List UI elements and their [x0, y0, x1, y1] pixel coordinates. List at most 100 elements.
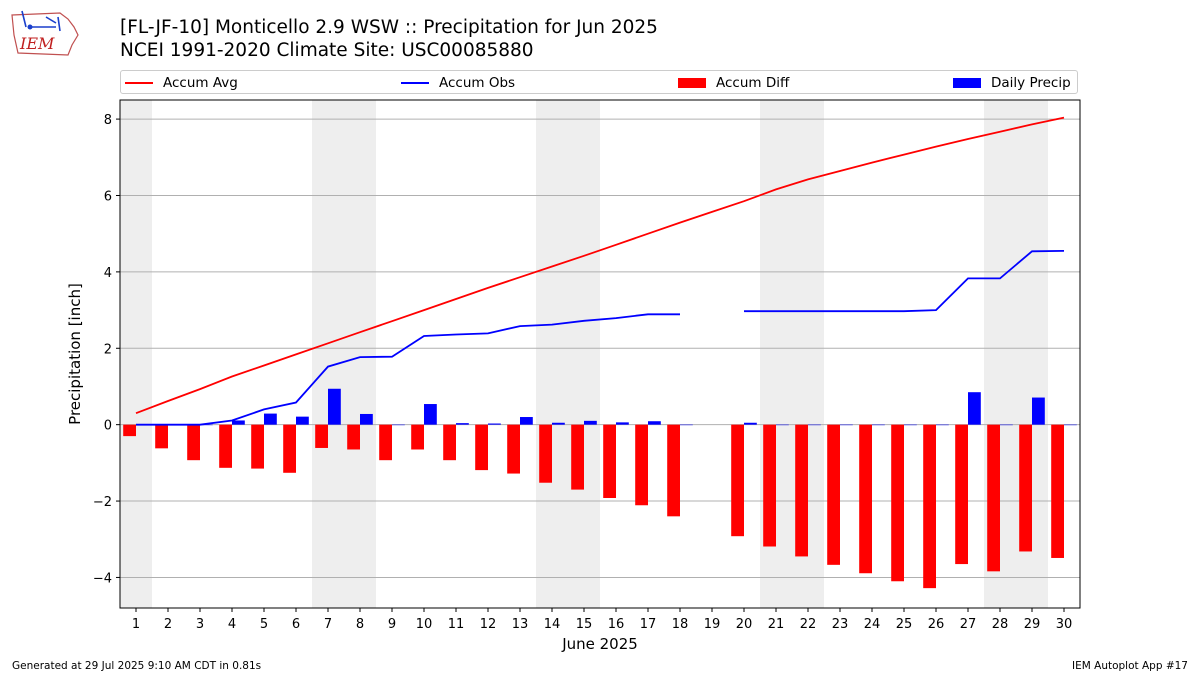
daily-precip-bar: [168, 424, 181, 426]
x-tick-label: 17: [640, 617, 657, 632]
iem-logo: IEM: [11, 10, 79, 56]
daily-precip-bar: [264, 413, 277, 425]
x-tick-label: 11: [448, 617, 465, 632]
plot-frame: [119, 99, 1081, 609]
y-axis-label: Precipitation [inch]: [66, 283, 84, 425]
accum-diff-bar: [251, 424, 264, 469]
x-tick-label: 1: [132, 617, 140, 632]
footer-app: IEM Autoplot App #17: [1072, 660, 1188, 672]
x-tick-label: 27: [960, 617, 977, 632]
x-tick-label: 3: [196, 617, 204, 632]
daily-precip-bar: [1064, 424, 1077, 426]
x-tick-label: 9: [388, 617, 396, 632]
accum-diff-bar: [763, 424, 776, 547]
legend-label: Accum Obs: [439, 75, 516, 91]
accum-diff-bar: [827, 424, 840, 565]
x-tick-label: 23: [832, 617, 849, 632]
logo-text: IEM: [19, 34, 55, 53]
chart-subtitle: NCEI 1991-2020 Climate Site: USC00085880: [120, 40, 534, 61]
y-tick-label: 8: [104, 113, 112, 128]
weekend-shade: [760, 100, 824, 608]
accum-obs-line: [136, 250, 1065, 426]
x-tick-label: 20: [736, 617, 753, 632]
weekend-shade: [536, 100, 600, 608]
accum-diff-bar: [347, 424, 360, 450]
daily-precip-bar: [584, 420, 597, 425]
legend-swatch: [401, 82, 429, 84]
accum-diff-bar: [315, 424, 328, 448]
daily-precip-bar: [680, 424, 693, 426]
accum-diff-bar: [731, 424, 744, 537]
daily-precip-bar: [648, 421, 661, 425]
accum-diff-bar: [443, 424, 456, 461]
x-tick-label: 30: [1056, 617, 1073, 632]
x-tick-label: 22: [800, 617, 817, 632]
daily-precip-bar: [840, 424, 853, 426]
x-tick-label: 16: [608, 617, 625, 632]
accum-diff-bar: [603, 424, 616, 498]
y-tick-label: 2: [104, 342, 112, 357]
x-tick-label: 5: [260, 617, 268, 632]
legend-item-accum-avg: Accum Avg: [125, 74, 238, 92]
legend-label: Daily Precip: [991, 75, 1071, 91]
weather-symbols-icon: [21, 10, 61, 32]
accum-diff-bar: [987, 424, 1000, 572]
daily-precip-bar: [808, 424, 821, 426]
accum-diff-bar: [379, 424, 392, 461]
accum-diff-bar: [1051, 424, 1064, 558]
x-tick-label: 24: [864, 617, 881, 632]
x-tick-label: 26: [928, 617, 945, 632]
legend-item-accum-obs: Accum Obs: [401, 74, 515, 92]
accum-diff-bar: [859, 424, 872, 574]
x-tick-label: 19: [704, 617, 721, 632]
daily-precip-bar: [520, 417, 533, 425]
accum-diff-bar: [507, 424, 520, 474]
weekend-shade: [312, 100, 376, 608]
x-tick-label: 2: [164, 617, 172, 632]
x-tick-label: 12: [480, 617, 497, 632]
daily-precip-bar: [200, 424, 213, 426]
chart-title: [FL-JF-10] Monticello 2.9 WSW :: Precipi…: [120, 17, 658, 38]
legend-item-daily-precip: Daily Precip: [953, 74, 1071, 92]
legend-swatch: [953, 78, 981, 88]
daily-precip-bar: [872, 424, 885, 426]
x-tick-label: 10: [416, 617, 433, 632]
accum-diff-bar: [283, 424, 296, 473]
weekend-shade: [120, 100, 152, 608]
accum-diff-bar: [1019, 424, 1032, 552]
y-tick-label: −2: [93, 495, 112, 510]
daily-precip-bar: [968, 392, 981, 425]
accum-diff-bar: [923, 424, 936, 589]
y-tick-label: 4: [104, 266, 112, 281]
daily-precip-bar: [328, 388, 341, 425]
accum-diff-bar: [571, 424, 584, 490]
legend: Accum Avg Accum Obs Accum Diff Daily Pre…: [120, 70, 1078, 94]
accum-diff-bar: [219, 424, 232, 468]
daily-precip-bar: [424, 404, 437, 425]
daily-precip-bar: [776, 424, 789, 426]
accum-diff-bar: [539, 424, 552, 483]
daily-precip-bar: [936, 424, 949, 426]
x-tick-label: 7: [324, 617, 332, 632]
x-tick-label: 4: [228, 617, 236, 632]
daily-precip-bar: [616, 422, 629, 425]
daily-precip-bar: [488, 423, 501, 425]
daily-precip-bar: [1000, 424, 1013, 426]
accum-diff-bar: [155, 424, 168, 449]
y-tick-label: −4: [93, 571, 112, 586]
daily-precip-bar: [1032, 397, 1045, 425]
y-tick-label: 0: [104, 419, 112, 434]
footer-generated: Generated at 29 Jul 2025 9:10 AM CDT in …: [12, 660, 262, 672]
accum-diff-bar: [635, 424, 648, 506]
x-tick-label: 14: [544, 617, 561, 632]
iowa-outline-icon: [11, 12, 79, 56]
legend-label: Accum Diff: [716, 75, 790, 91]
legend-swatch: [125, 82, 153, 84]
x-tick-label: 18: [672, 617, 689, 632]
accum-diff-bar: [411, 424, 424, 450]
daily-precip-bar: [392, 424, 405, 426]
x-tick-label: 6: [292, 617, 300, 632]
x-tick-label: 25: [896, 617, 913, 632]
legend-label: Accum Avg: [163, 75, 238, 91]
accum-diff-bar: [795, 424, 808, 557]
